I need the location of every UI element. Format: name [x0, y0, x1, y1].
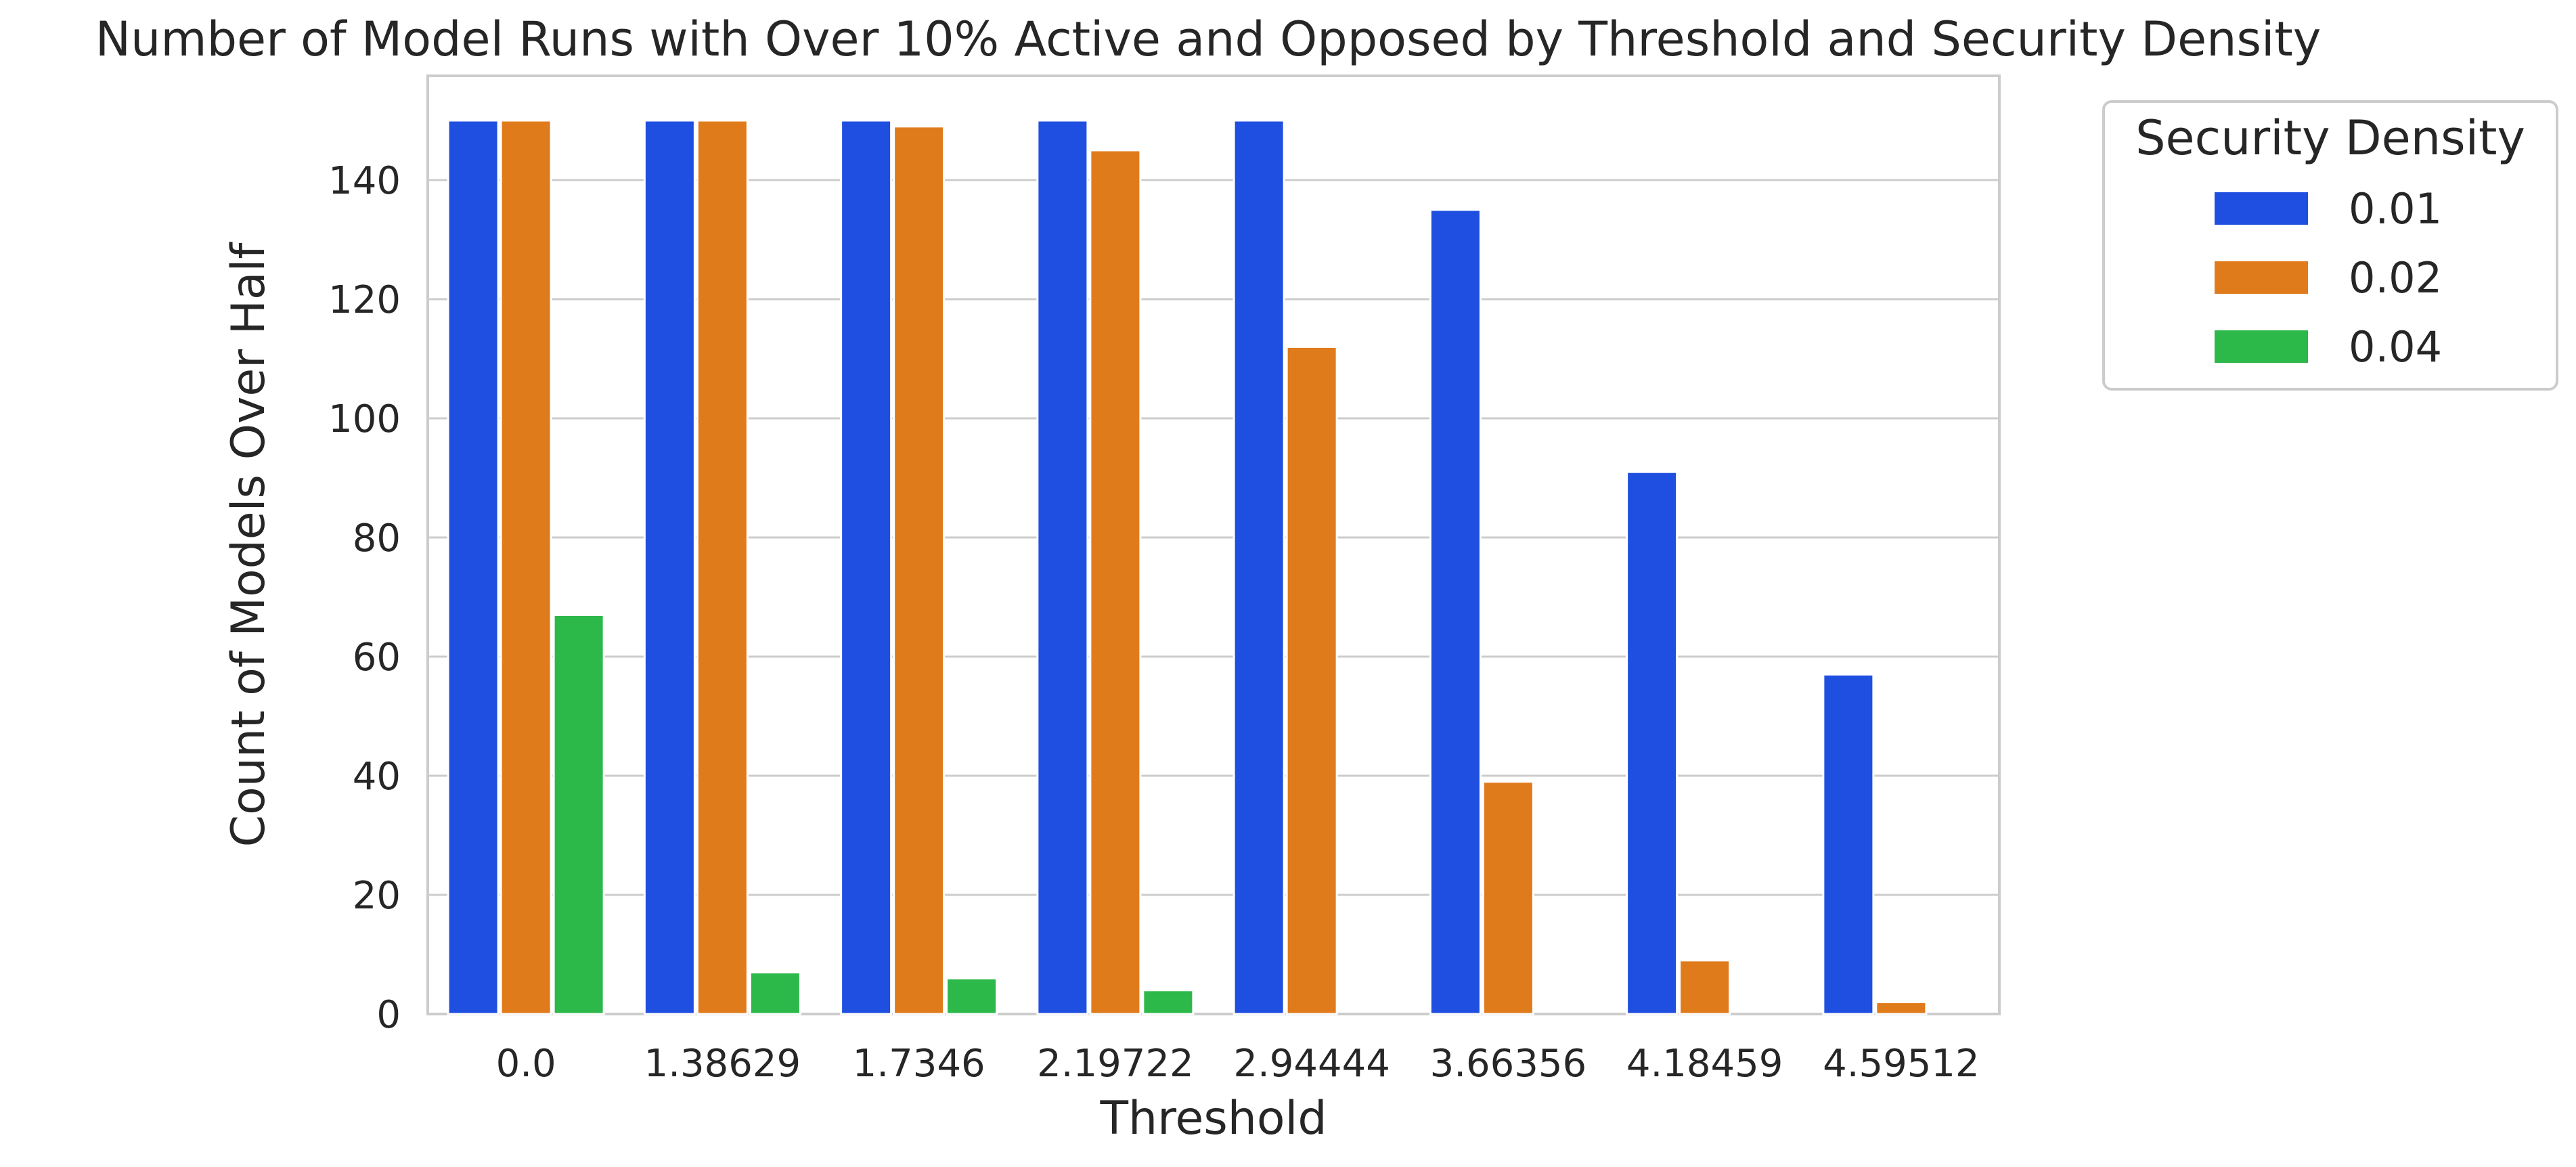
- x-tick-label: 2.19722: [1037, 1042, 1194, 1086]
- bar-0_02-0: [499, 119, 552, 1015]
- bar-0_02-1: [696, 119, 749, 1015]
- x-tick-labels: 0.0 1.38629 1.7346 2.19722 2.94444 3.66356 4.1…: [496, 1042, 1980, 1086]
- chart-title: Number of Model Runs with Over 10% Activ…: [95, 12, 2322, 67]
- bar-0_02-5: [1482, 780, 1534, 1015]
- y-tick-label: 140: [328, 159, 401, 203]
- y-tick-label: 40: [353, 755, 401, 799]
- bar-0_04-2: [946, 977, 998, 1015]
- bar-0_01-2: [840, 119, 893, 1015]
- bar-0_01-0: [447, 119, 499, 1015]
- bar-0_02-6: [1679, 959, 1731, 1015]
- plot-area-frame: [426, 74, 2001, 1015]
- legend-title: Security Density: [2135, 110, 2525, 166]
- x-tick-label: 4.18459: [1626, 1042, 1783, 1086]
- y-tick-labels: 0 20 40 60 80 100 120 140: [328, 159, 401, 1037]
- legend-swatch: [2215, 330, 2308, 363]
- legend-label: 0.01: [2349, 184, 2442, 234]
- legend-label: 0.04: [2349, 322, 2442, 372]
- legend-entries: 0.01 0.02 0.04: [2215, 184, 2442, 372]
- y-tick-label: 80: [353, 516, 401, 560]
- bar-0_02-3: [1089, 149, 1142, 1015]
- legend-swatch: [2215, 192, 2308, 225]
- legend: Security Density 0.01 0.02 0.04: [2102, 100, 2558, 391]
- legend-box: [2102, 100, 2558, 391]
- y-tick-label: 60: [353, 636, 401, 680]
- bar-0_02-7: [1875, 1000, 1928, 1015]
- bar-0_04-0: [552, 613, 605, 1015]
- bar-0_01-1: [643, 119, 696, 1015]
- legend-swatch: [2215, 261, 2308, 294]
- bar-0_04-3: [1142, 989, 1195, 1015]
- bar-0_01-6: [1626, 470, 1679, 1015]
- y-tick-label: 20: [353, 874, 401, 918]
- x-tick-label: 3.66356: [1430, 1042, 1587, 1086]
- x-tick-label: 1.38629: [644, 1042, 801, 1086]
- x-tick-label: 4.59512: [1823, 1042, 1980, 1086]
- bar-0_02-2: [893, 125, 946, 1015]
- x-tick-label: 0.0: [496, 1042, 556, 1086]
- bar-0_01-4: [1233, 119, 1285, 1015]
- legend-label: 0.02: [2349, 253, 2442, 303]
- bar-0_02-4: [1285, 345, 1338, 1015]
- x-tick-label: 2.94444: [1233, 1042, 1390, 1086]
- x-tick-label: 1.7346: [853, 1042, 985, 1086]
- y-tick-label: 100: [328, 397, 401, 441]
- x-axis-title: Threshold: [1099, 1092, 1327, 1145]
- y-tick-label: 120: [328, 278, 401, 322]
- bar-0_04-1: [749, 971, 801, 1015]
- y-axis-title: Count of Models Over Half: [222, 242, 275, 847]
- bar-0_01-7: [1822, 673, 1875, 1015]
- bars: [447, 119, 1928, 1015]
- y-tick-label: 0: [376, 993, 401, 1037]
- bar-0_01-3: [1036, 119, 1089, 1015]
- bar-0_01-5: [1429, 208, 1482, 1015]
